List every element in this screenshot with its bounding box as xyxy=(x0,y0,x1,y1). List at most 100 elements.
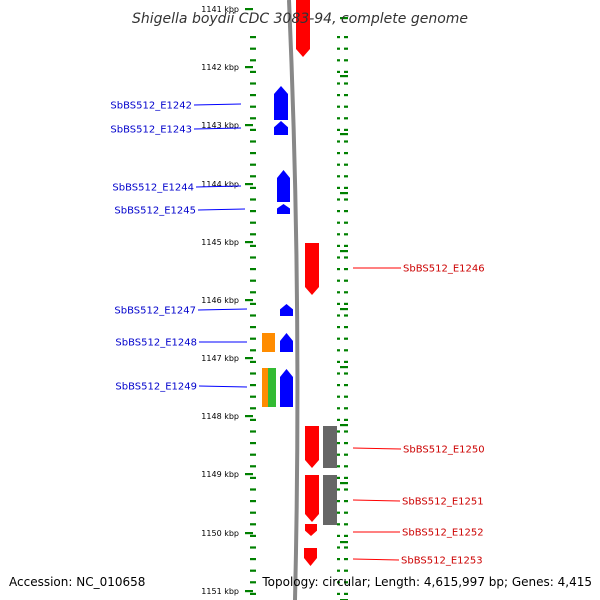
major-tick xyxy=(340,75,348,78)
gene-1243[interactable] xyxy=(274,121,288,135)
tick-dot xyxy=(344,70,348,73)
major-tick xyxy=(340,541,348,544)
label-leader-line xyxy=(197,208,246,211)
tick-dot xyxy=(337,476,340,479)
tick-dot xyxy=(337,186,340,189)
gene-label[interactable]: SbBS512_E1245 xyxy=(114,206,196,217)
tick-dot xyxy=(337,372,340,375)
orange-1248[interactable] xyxy=(262,333,275,352)
tick-dot xyxy=(337,523,340,526)
tick-dot xyxy=(250,465,253,468)
kbp-tick-label: 1151 kbp xyxy=(201,587,239,596)
major-tick xyxy=(245,357,253,360)
gene-1252[interactable] xyxy=(305,524,317,536)
tick-dot xyxy=(250,511,253,514)
gene-label[interactable]: SbBS512_E1246 xyxy=(403,264,485,275)
gray-1250[interactable] xyxy=(323,426,337,468)
tick-dot xyxy=(337,256,340,259)
tick-dot xyxy=(344,442,348,445)
gene-1250[interactable] xyxy=(305,426,319,468)
gene-1247[interactable] xyxy=(280,304,293,316)
label-leader-line xyxy=(352,499,401,502)
gene-top[interactable] xyxy=(296,0,310,57)
tick-dot xyxy=(250,94,253,97)
tick-dot xyxy=(253,70,256,73)
tick-dot xyxy=(344,186,348,189)
tick-dot xyxy=(253,592,256,595)
tick-dot xyxy=(250,326,253,329)
tick-dot xyxy=(250,198,253,201)
tick-dot xyxy=(337,268,340,271)
gene-label[interactable]: SbBS512_E1253 xyxy=(401,556,483,567)
gene-1251[interactable] xyxy=(305,475,319,522)
gene-1248[interactable] xyxy=(280,333,293,352)
tick-dot xyxy=(250,244,253,247)
gene-label[interactable]: SbBS512_E1251 xyxy=(402,497,484,508)
tick-dot xyxy=(344,476,348,479)
tick-dot xyxy=(250,569,253,572)
tick-dot xyxy=(337,279,340,282)
gene-1253[interactable] xyxy=(304,548,317,566)
tick-dot xyxy=(344,198,348,201)
kbp-tick-label: 1150 kbp xyxy=(201,529,239,538)
tick-dot xyxy=(253,117,256,120)
tick-dot xyxy=(253,442,256,445)
label-leader-line xyxy=(193,127,242,130)
tick-dot xyxy=(250,163,253,166)
tick-dot xyxy=(337,395,340,398)
tick-dot xyxy=(250,268,253,271)
gene-label[interactable]: SbBS512_E1252 xyxy=(402,528,484,539)
gene-1246[interactable] xyxy=(305,243,319,295)
gene-label[interactable]: SbBS512_E1247 xyxy=(114,306,196,317)
tick-dot xyxy=(344,268,348,271)
tick-dot xyxy=(344,326,348,329)
tick-dot xyxy=(337,488,340,491)
major-tick xyxy=(340,17,348,20)
gray-1251[interactable] xyxy=(323,475,337,525)
gene-1245[interactable] xyxy=(277,204,290,214)
tick-dot xyxy=(253,546,256,549)
tick-dot xyxy=(250,152,253,155)
tick-dot xyxy=(250,337,253,340)
gene-label[interactable]: SbBS512_E1248 xyxy=(115,338,197,349)
tick-dot xyxy=(337,175,340,178)
tick-dot xyxy=(344,592,348,595)
tick-dot xyxy=(344,360,348,363)
major-tick xyxy=(245,241,253,244)
tick-dot xyxy=(253,314,256,317)
gene-label[interactable]: SbBS512_E1242 xyxy=(110,101,192,112)
major-tick xyxy=(340,133,348,136)
gene-label[interactable]: SbBS512_E1249 xyxy=(115,382,197,393)
tick-dot xyxy=(344,534,348,537)
tick-dot xyxy=(253,511,256,514)
orange-1249[interactable] xyxy=(262,368,268,407)
green-1249[interactable] xyxy=(268,368,276,407)
tick-dot xyxy=(253,476,256,479)
tick-dot xyxy=(344,523,348,526)
tick-dot xyxy=(344,337,348,340)
tick-dot xyxy=(337,244,340,247)
gene-label[interactable]: SbBS512_E1243 xyxy=(110,125,192,136)
tick-dot xyxy=(337,465,340,468)
gene-1249[interactable] xyxy=(280,369,293,407)
tick-dot xyxy=(344,372,348,375)
tick-dot xyxy=(253,256,256,259)
tick-dot xyxy=(337,407,340,410)
feature-layer xyxy=(262,0,337,566)
tick-dot xyxy=(337,70,340,73)
gene-1244[interactable] xyxy=(277,170,290,202)
tick-dot xyxy=(250,186,253,189)
tick-dot xyxy=(337,360,340,363)
major-tick xyxy=(245,415,253,418)
tick-dot xyxy=(253,186,256,189)
tick-dot xyxy=(253,152,256,155)
gene-1242[interactable] xyxy=(274,86,288,120)
kbp-tick-label: 1145 kbp xyxy=(201,238,239,247)
tick-dot xyxy=(253,465,256,468)
major-tick xyxy=(340,250,348,253)
gene-label[interactable]: SbBS512_E1250 xyxy=(403,445,485,456)
tick-dot xyxy=(253,360,256,363)
gene-label[interactable]: SbBS512_E1244 xyxy=(112,183,194,194)
tick-dot xyxy=(337,140,340,143)
tick-dot xyxy=(344,314,348,317)
